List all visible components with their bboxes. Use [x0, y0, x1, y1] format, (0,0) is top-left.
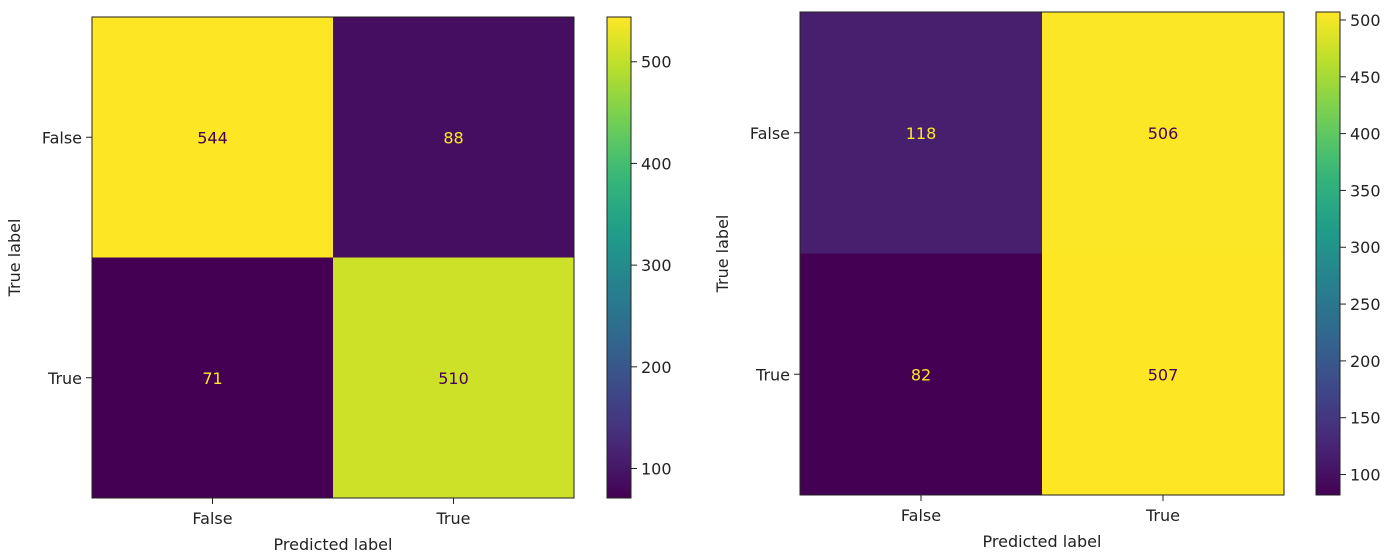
cell-value-label-0-0: 544 [197, 128, 228, 147]
x-tick-label: False [901, 506, 941, 525]
heatmap-cell-1-0 [800, 253, 1042, 495]
x-tick-label: True [436, 509, 471, 528]
colorbar-tick-label: 500 [641, 53, 672, 72]
plot-frame [91, 16, 575, 499]
y-tick-label: True [47, 369, 82, 388]
confusion-matrix-right: 118 506 82 507 False True False True Predicted l… [713, 11, 1381, 551]
cell-value-label-0-0: 118 [906, 124, 937, 143]
y-tick-label: False [750, 124, 790, 143]
colorbar-tick-label: 300 [1350, 238, 1381, 257]
cell-value-label-1-1: 507 [1148, 365, 1179, 384]
colorbar [1315, 11, 1341, 496]
plot-frame [799, 11, 1285, 496]
y-tick-label: False [42, 128, 82, 147]
x-axis-label: Predicted label [274, 535, 393, 554]
heatmap-cell-0-1 [1042, 12, 1284, 254]
colorbar-tick-label: 350 [1350, 181, 1381, 200]
colorbar-tick-label: 200 [1350, 352, 1381, 371]
x-axis-label: Predicted label [983, 532, 1102, 551]
heatmap-cell-0-0 [800, 12, 1042, 254]
colorbar-tick-label: 100 [1350, 466, 1381, 485]
x-tick-label: True [1145, 506, 1180, 525]
cell-value-label-1-0: 82 [911, 365, 931, 384]
heatmap-cell-1-0 [92, 257, 333, 498]
colorbar-tick-label: 250 [1350, 295, 1381, 314]
heatmap-cell-0-1 [333, 17, 574, 258]
colorbar [606, 16, 632, 499]
y-axis-label: True label [5, 219, 24, 298]
heatmap-cell-0-0 [92, 17, 333, 258]
y-axis-label: True label [713, 215, 732, 294]
colorbar-tick-label: 450 [1350, 68, 1381, 87]
colorbar-tick-label: 150 [1350, 409, 1381, 428]
colorbar-tick-label: 100 [641, 460, 672, 479]
colorbar-tick-label: 200 [641, 358, 672, 377]
x-tick-label: False [192, 509, 232, 528]
confusion-matrix-left: 544 88 71 510 False True False True Predicted la… [5, 16, 672, 554]
cell-value-label-0-1: 506 [1148, 124, 1179, 143]
colorbar-tick-label: 400 [641, 154, 672, 173]
cell-value-label-1-1: 510 [438, 369, 469, 388]
cell-value-label-1-0: 71 [202, 369, 222, 388]
heatmap-cell-1-1 [333, 257, 574, 498]
y-tick-label: True [755, 365, 790, 384]
colorbar-tick-label: 400 [1350, 125, 1381, 144]
colorbar-tick-label: 500 [1350, 11, 1381, 30]
colorbar-tick-label: 300 [641, 256, 672, 275]
cell-value-label-0-1: 88 [443, 128, 463, 147]
heatmap-cell-1-1 [1042, 253, 1284, 495]
